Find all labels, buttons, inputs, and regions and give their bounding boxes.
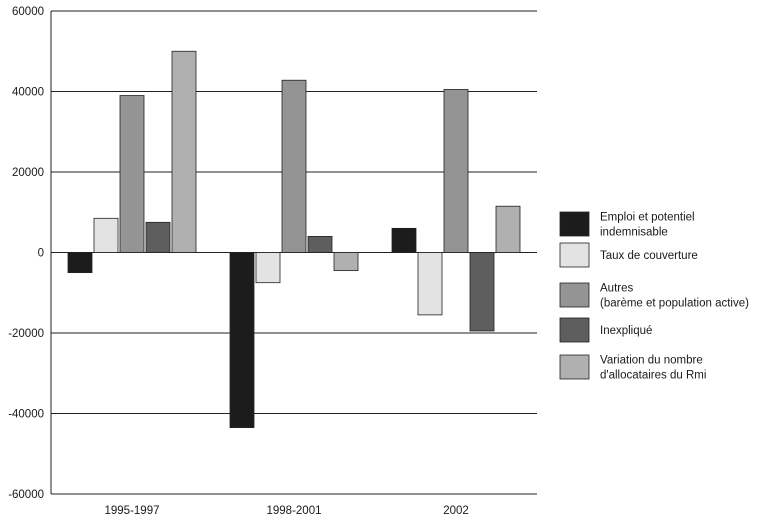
y-tick-label: -60000 — [8, 489, 44, 501]
axes: -60000 -40000 -20000 0 20000 40000 60000 1995-1… — [8, 6, 469, 517]
legend-label: Taux de couverture — [600, 250, 698, 262]
y-tick-label: -40000 — [8, 409, 44, 421]
bar — [307, 235, 333, 253]
y-tick-label: 20000 — [12, 167, 44, 179]
bar — [229, 252, 255, 428]
bar — [495, 205, 521, 253]
legend-label: (barème et population active) — [600, 298, 749, 310]
legend-swatch — [559, 317, 590, 343]
bar — [145, 221, 171, 253]
legend-swatch — [559, 242, 590, 268]
x-tick-label: 1998-2001 — [267, 505, 322, 517]
bar — [67, 252, 93, 274]
legend-swatch — [559, 354, 590, 380]
bar — [281, 79, 307, 253]
bar — [119, 95, 145, 253]
legend: Emploi et potentiel indemnisable Taux de c… — [559, 211, 749, 382]
bar — [171, 50, 197, 253]
legend-label: Inexpliqué — [600, 325, 652, 337]
legend-label: d'allocataires du Rmi — [600, 370, 706, 382]
y-tick-label: 60000 — [12, 6, 44, 18]
x-tick-label: 1995-1997 — [105, 505, 160, 517]
x-tick-label: 2002 — [443, 505, 469, 517]
bar — [93, 217, 119, 253]
y-tick-label: 40000 — [12, 87, 44, 99]
bar — [469, 252, 495, 332]
legend-label: indemnisable — [600, 227, 668, 239]
bar — [443, 89, 469, 253]
y-tick-label: 0 — [38, 248, 44, 260]
legend-label: Variation du nombre — [600, 355, 703, 367]
bar — [391, 227, 417, 253]
legend-swatch — [559, 211, 590, 237]
bars — [67, 50, 521, 428]
legend-label: Emploi et potentiel — [600, 212, 695, 224]
y-tick-label: -20000 — [8, 328, 44, 340]
bar — [333, 252, 359, 272]
legend-label: Autres — [600, 283, 633, 295]
bar — [417, 252, 443, 316]
legend-swatch — [559, 282, 590, 308]
bar — [255, 252, 281, 284]
